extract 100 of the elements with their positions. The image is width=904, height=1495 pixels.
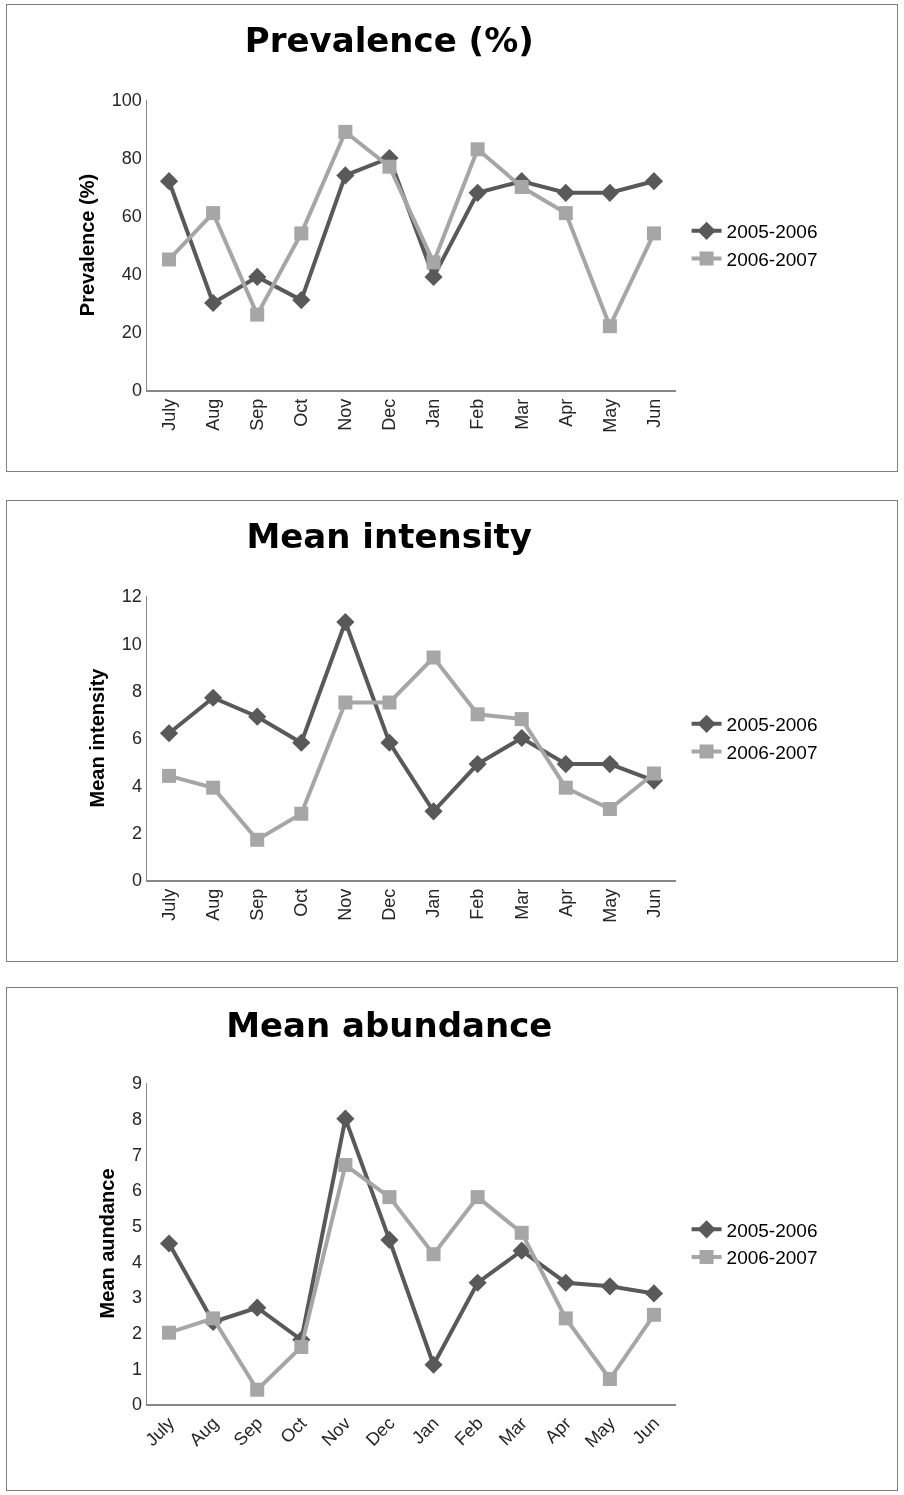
y-axis-title: Mean intensity	[85, 667, 108, 808]
x-tick-label: Dec	[361, 1413, 399, 1450]
x-tick-label: May	[580, 1413, 620, 1452]
legend-label: 2006-2007	[726, 741, 818, 763]
point	[514, 180, 529, 194]
point	[204, 688, 223, 707]
x-tick-label: Sep	[247, 398, 268, 431]
point	[159, 1234, 179, 1253]
x-tick-label: Jan	[408, 1413, 443, 1448]
y-tick-label: 20	[121, 322, 142, 343]
y-tick-label: 4	[131, 775, 142, 796]
x-tick-label: Aug	[202, 398, 223, 431]
x-tick-label: Jun	[628, 1413, 664, 1448]
point	[556, 754, 575, 774]
legend-label: 2005-2006	[726, 1219, 818, 1241]
point	[556, 183, 575, 202]
point	[426, 255, 441, 270]
point	[382, 695, 397, 710]
x-tick-label: July	[158, 888, 179, 921]
x-tick-label: Dec	[379, 888, 400, 921]
chart-title: Prevalence (%)	[244, 20, 534, 61]
x-tick-label: May	[599, 398, 620, 433]
x-tick-label: Apr	[555, 888, 576, 917]
chart-title: Mean abundance	[226, 1004, 553, 1045]
chart-title: Mean intensity	[246, 515, 533, 556]
legend-label: 2006-2007	[726, 248, 818, 270]
point	[470, 142, 485, 157]
point	[468, 183, 487, 202]
y-tick-label: 1	[131, 1358, 142, 1379]
point	[162, 252, 177, 267]
y-tick-label: 9	[131, 1073, 142, 1094]
point	[250, 832, 265, 847]
point	[644, 1284, 664, 1303]
point	[470, 707, 485, 722]
point	[159, 172, 179, 191]
point	[646, 766, 661, 781]
y-tick-label: 0	[131, 380, 142, 401]
point	[514, 712, 529, 727]
point	[292, 733, 311, 752]
x-tick-label: May	[599, 888, 620, 923]
y-tick-label: 0	[131, 870, 142, 891]
point	[294, 1339, 309, 1354]
point	[514, 1225, 529, 1240]
point	[248, 267, 267, 286]
point	[338, 1158, 353, 1173]
point	[558, 1311, 573, 1326]
x-tick-label: Oct	[276, 1413, 311, 1448]
x-tick-label: Nov	[317, 1413, 355, 1450]
x-tick-label: Mar	[511, 888, 532, 920]
x-tick-label: Jan	[423, 888, 444, 918]
point	[512, 1241, 531, 1260]
y-tick-label: 6	[131, 728, 142, 749]
point	[468, 754, 487, 774]
x-tick-label: Mar	[494, 1413, 531, 1450]
point	[250, 307, 265, 322]
y-tick-label: 4	[131, 1251, 142, 1272]
point	[602, 319, 617, 334]
x-tick-label: Apr	[555, 398, 576, 427]
x-tick-label: July	[141, 1413, 179, 1450]
point	[382, 1190, 397, 1205]
point	[424, 802, 443, 821]
legend-label: 2006-2007	[726, 1247, 818, 1269]
x-tick-label: Oct	[291, 398, 312, 427]
point	[336, 1109, 355, 1128]
point	[600, 183, 619, 202]
y-axis-title: Prevalence (%)	[75, 173, 98, 317]
point	[424, 267, 443, 286]
y-axis-title: Mean aundance	[95, 1168, 118, 1319]
point	[644, 172, 664, 191]
y-tick-label: 0	[131, 1394, 142, 1415]
point	[206, 1311, 221, 1326]
point	[470, 1190, 485, 1205]
x-tick-label: Sep	[247, 888, 268, 921]
x-tick-label: July	[158, 398, 179, 431]
y-tick-label: 2	[131, 1322, 142, 1343]
point	[250, 1382, 265, 1397]
point	[558, 780, 573, 795]
point	[294, 226, 309, 241]
y-tick-label: 40	[121, 264, 142, 285]
x-tick-label: Aug	[202, 888, 223, 921]
y-tick-label: 12	[121, 586, 142, 607]
x-tick-label: Jan	[423, 398, 444, 428]
x-tick-label: Feb	[450, 1413, 487, 1450]
point	[380, 733, 399, 752]
x-tick-label: Feb	[467, 398, 488, 430]
point	[602, 802, 617, 816]
x-tick-label: Nov	[335, 398, 356, 431]
x-tick-label: Aug	[185, 1413, 223, 1450]
y-tick-label: 100	[111, 90, 142, 111]
point	[338, 124, 353, 139]
point	[600, 754, 619, 774]
y-tick-label: 6	[131, 1180, 142, 1201]
point	[646, 226, 661, 241]
y-tick-label: 5	[131, 1215, 142, 1236]
x-tick-label: Nov	[335, 888, 356, 921]
legend-label: 2005-2006	[726, 221, 818, 243]
point	[294, 806, 309, 821]
point	[600, 1277, 619, 1296]
y-tick-label: 7	[131, 1144, 142, 1165]
y-tick-label: 2	[131, 822, 142, 843]
